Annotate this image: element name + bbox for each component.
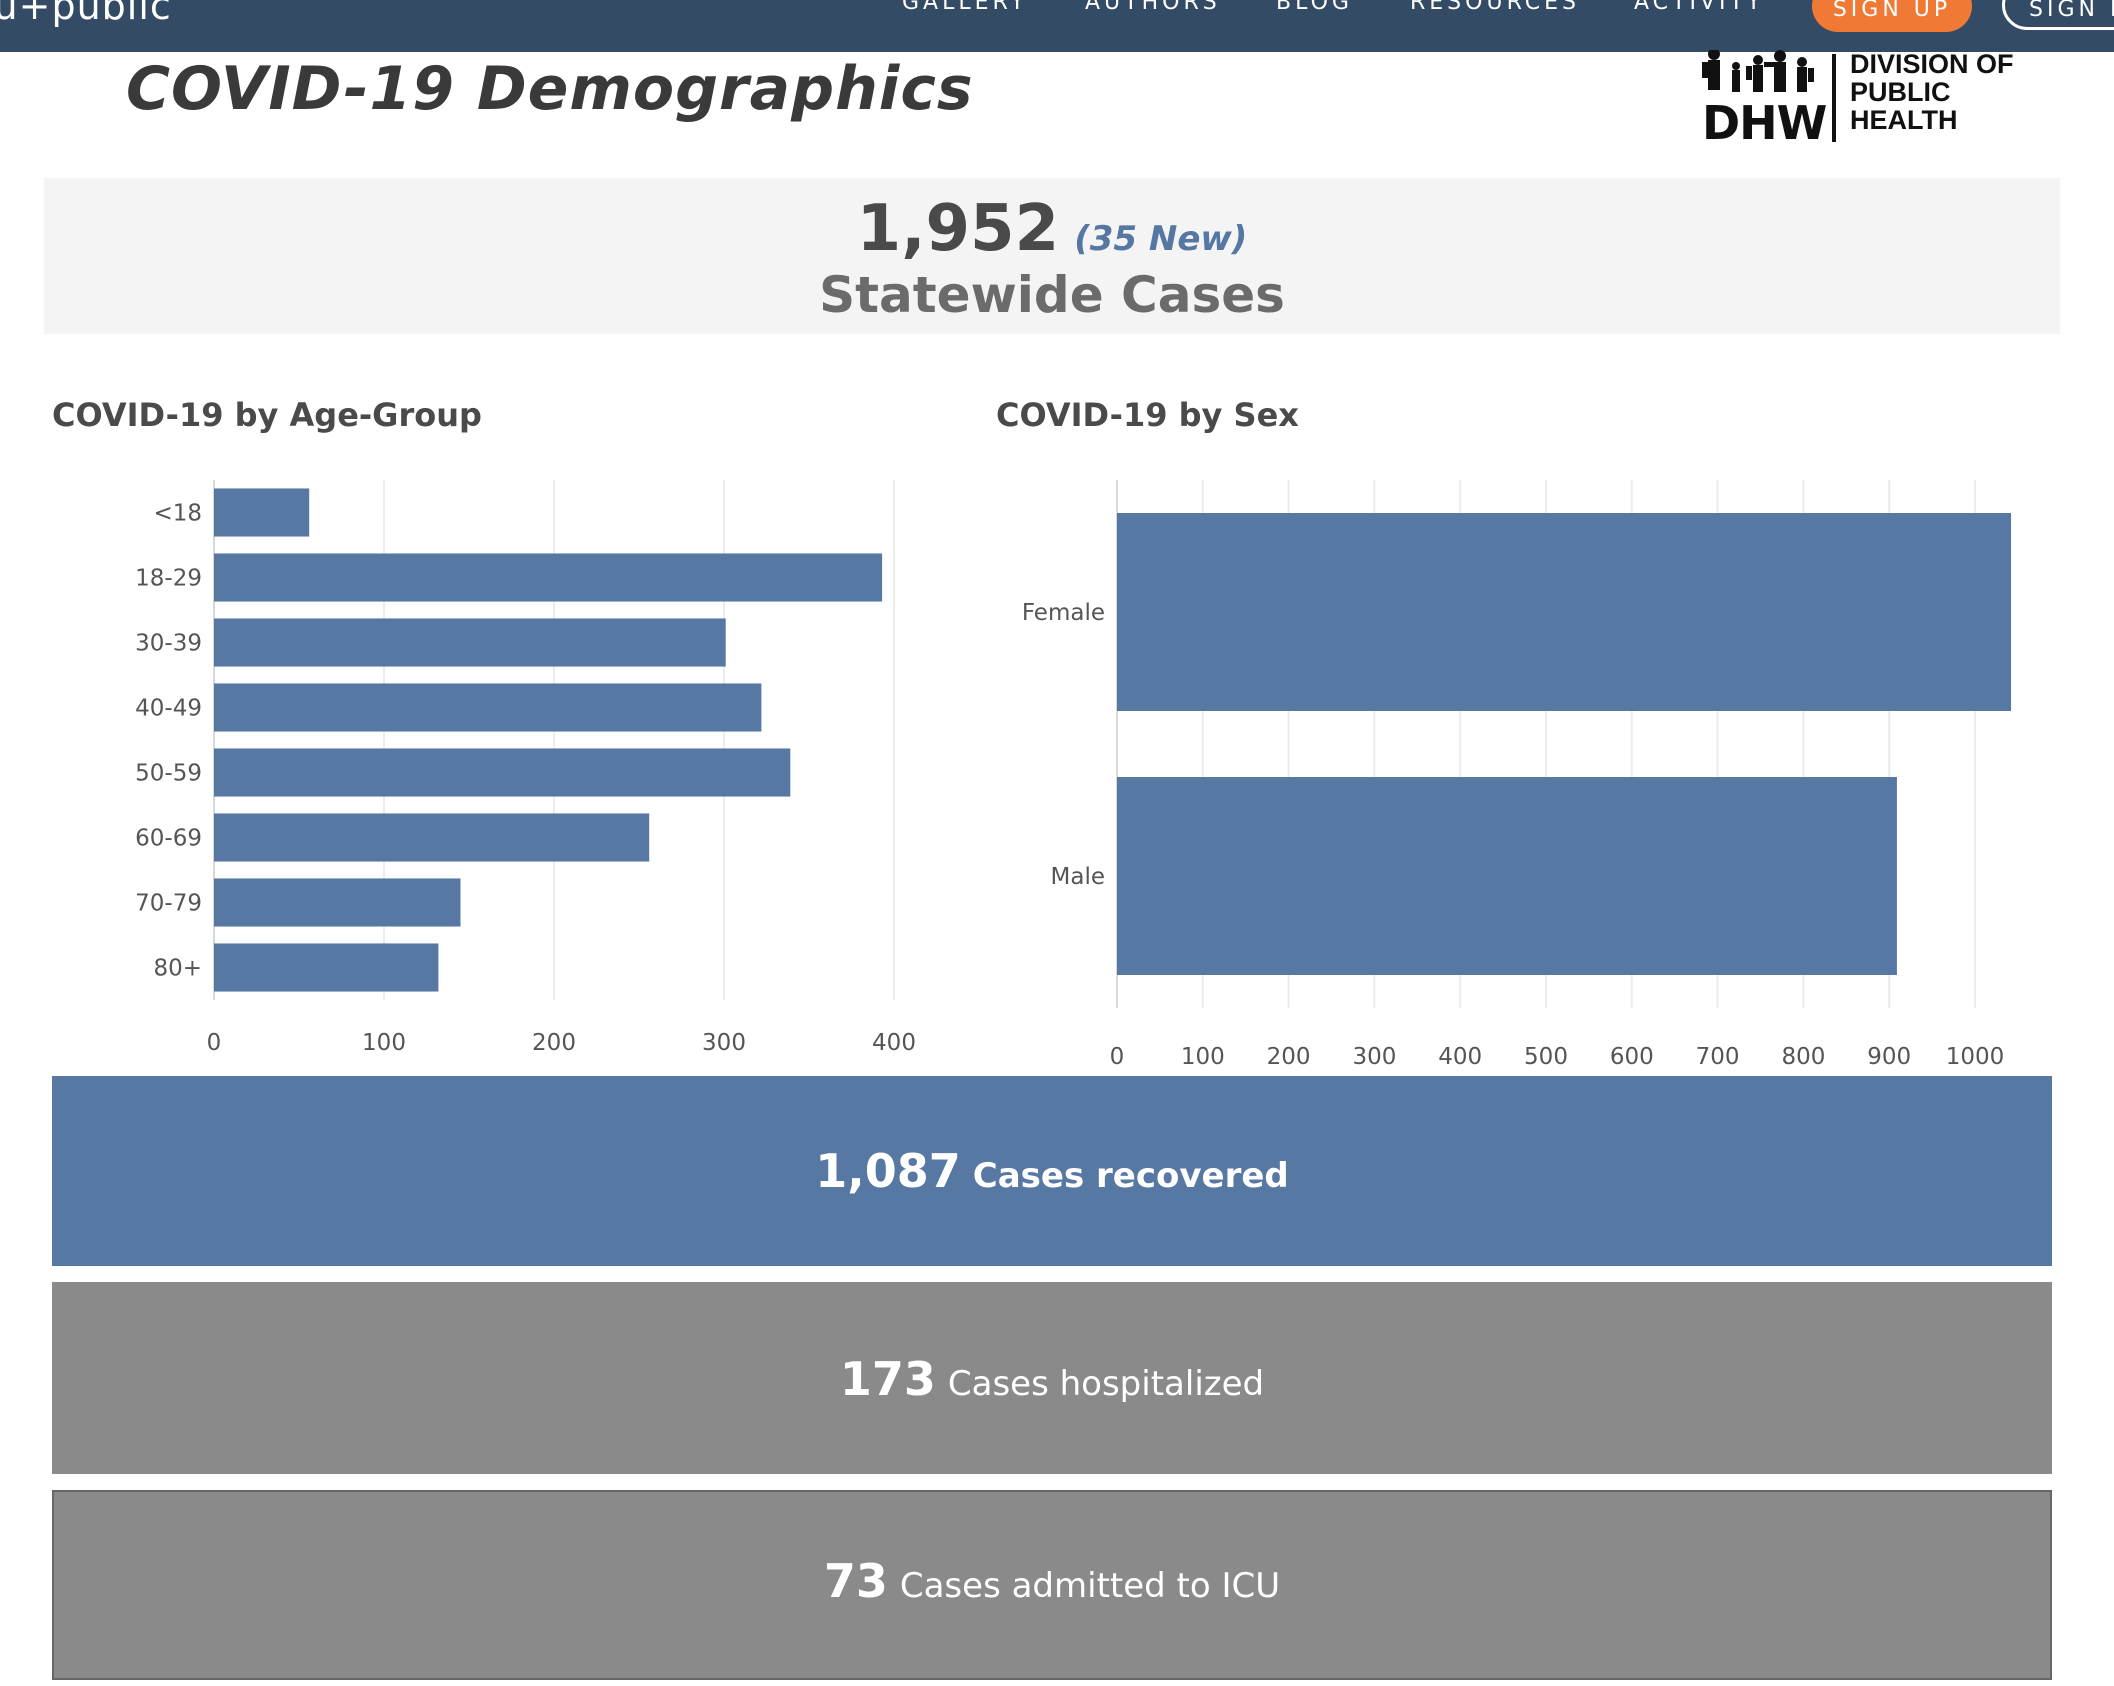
- new-cases-count: (35 New): [1074, 219, 1248, 259]
- sex-x-tick-label: 500: [1524, 1044, 1568, 1070]
- sex-bar[interactable]: [1117, 777, 1897, 975]
- age-x-tick-label: 0: [207, 1030, 222, 1056]
- sex-bar[interactable]: [1117, 513, 2012, 711]
- age-category-label: <18: [153, 501, 202, 527]
- age-category-label: 30-39: [135, 631, 202, 657]
- brand-logo[interactable]: iu+public: [0, 0, 172, 28]
- age-bar[interactable]: [214, 553, 883, 602]
- page-title: COVID-19 Demographics: [126, 54, 974, 124]
- icu-label: Cases admitted to ICU: [899, 1566, 1281, 1606]
- recovered-panel: 1,087 Cases recovered: [52, 1076, 2052, 1266]
- icu-panel: 73 Cases admitted to ICU: [52, 1490, 2052, 1680]
- age-category-label: 18-29: [135, 566, 202, 592]
- age-bar[interactable]: [214, 748, 791, 797]
- sex-x-tick-label: 1000: [1946, 1044, 2005, 1070]
- sex-category-label: Female: [1022, 600, 1105, 626]
- logo-divider: [1832, 54, 1836, 142]
- signup-button[interactable]: SIGN UP: [1812, 0, 1972, 32]
- sex-x-tick-label: 600: [1610, 1044, 1654, 1070]
- sex-category-label: Male: [1051, 864, 1105, 890]
- icu-count: 73: [823, 1554, 888, 1608]
- sex-x-tick-label: 0: [1110, 1044, 1125, 1070]
- family-figures-icon: [1702, 50, 1814, 92]
- logo-line-2: PUBLIC: [1850, 77, 1951, 107]
- hospitalized-panel: 173 Cases hospitalized: [52, 1282, 2052, 1474]
- age-bar[interactable]: [214, 618, 726, 667]
- nav-resources[interactable]: RESOURCES: [1410, 0, 1580, 15]
- age-bar[interactable]: [214, 488, 310, 537]
- sex-x-tick-label: 700: [1696, 1044, 1740, 1070]
- sex-x-tick-label: 400: [1438, 1044, 1482, 1070]
- sex-chart-title: COVID-19 by Sex: [996, 396, 1299, 434]
- age-x-tick-label: 200: [532, 1030, 576, 1056]
- age-chart-title: COVID-19 by Age-Group: [52, 396, 482, 434]
- age-bar[interactable]: [214, 813, 650, 862]
- nav-activity[interactable]: ACTIVITY: [1634, 0, 1765, 15]
- sex-bar-chart: 0 100 200 300 400 500 600 700 800 900 1000 Female Ma…: [1022, 480, 2012, 1070]
- hospitalized-count: 173: [839, 1352, 936, 1406]
- total-cases-count: 1,952: [856, 192, 1060, 266]
- age-x-tick-label: 100: [362, 1030, 406, 1056]
- age-bar[interactable]: [214, 683, 762, 732]
- recovered-label: Cases recovered: [972, 1156, 1289, 1196]
- age-group-bar-chart: 0 100 200 300 400 <18 18-29 30-39 40-49 50-59 60-6…: [135, 480, 916, 1056]
- age-category-label: 40-49: [135, 696, 202, 722]
- nav-authors[interactable]: AUTHORS: [1085, 0, 1221, 15]
- statewide-cases-panel: 1,952 (35 New) Statewide Cases: [44, 178, 2060, 334]
- sex-x-tick-label: 800: [1781, 1044, 1825, 1070]
- age-category-label: 50-59: [135, 761, 202, 787]
- age-x-tick-label: 400: [872, 1030, 916, 1056]
- nav-blog[interactable]: BLOG: [1276, 0, 1353, 15]
- age-x-tick-label: 300: [702, 1030, 746, 1056]
- nav-gallery[interactable]: GALLERY: [902, 0, 1028, 15]
- sex-x-tick-label: 900: [1867, 1044, 1911, 1070]
- sex-x-tick-label: 200: [1267, 1044, 1311, 1070]
- top-nav: iu+public GALLERY AUTHORS BLOG RESOURCES…: [0, 0, 2114, 52]
- hospitalized-label: Cases hospitalized: [947, 1364, 1265, 1404]
- logo-line-1: DIVISION OF: [1850, 49, 2014, 79]
- logo-line-3: HEALTH: [1850, 105, 1958, 135]
- recovered-count: 1,087: [815, 1144, 961, 1198]
- sex-x-tick-label: 300: [1352, 1044, 1396, 1070]
- age-category-label: 70-79: [135, 891, 202, 917]
- age-bar[interactable]: [214, 943, 439, 992]
- signin-button[interactable]: SIGN I: [2002, 0, 2114, 30]
- dhw-logo: DHW DIVISION OF PUBLIC HEALTH: [1696, 50, 2016, 150]
- age-category-label: 80+: [153, 956, 202, 982]
- statewide-cases-label: Statewide Cases: [819, 266, 1285, 324]
- age-category-label: 60-69: [135, 826, 202, 852]
- sex-x-tick-label: 100: [1181, 1044, 1225, 1070]
- age-bar[interactable]: [214, 878, 461, 927]
- logo-wordmark: DHW: [1702, 96, 1827, 150]
